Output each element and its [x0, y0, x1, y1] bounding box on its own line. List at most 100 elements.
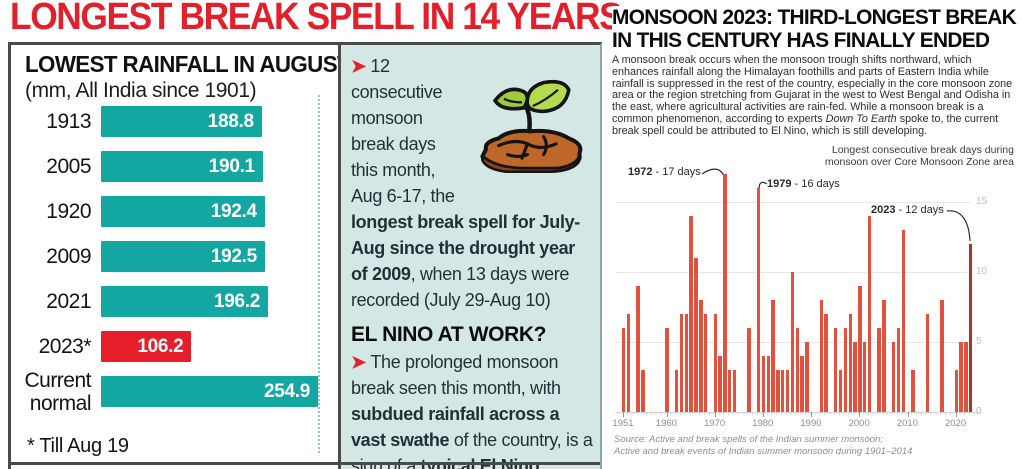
x-axis-tick-label: 2010	[896, 418, 918, 429]
source-line2: Active and break events of Indian summer…	[614, 445, 913, 457]
rainfall-row: 1913 188.8	[15, 99, 332, 144]
break-days-bar	[776, 370, 780, 412]
break-days-bar	[843, 328, 848, 412]
rainfall-bar: 192.4	[101, 196, 265, 227]
text-segment: spoke to, the current break spell could …	[612, 112, 999, 137]
chart-annotation: 1972 - 17 days	[628, 166, 701, 178]
break-days-bar	[925, 314, 930, 412]
annotation-days: - 17 days	[652, 166, 701, 178]
break-days-bar	[911, 370, 915, 412]
break-days-bar	[848, 314, 852, 412]
break-days-bar	[718, 356, 722, 412]
rainfall-value: 188.8	[207, 110, 254, 132]
x-axis-tick-label: 1960	[655, 418, 677, 429]
chart-subtitle-line2: monsoon over Core Monsoon Zone area	[824, 156, 1014, 168]
rainfall-bars: 1913 188.8 2005 190.1 1920 192.4 2009 192.5 2021…	[15, 99, 332, 415]
y-axis-tick-label: 0	[976, 406, 982, 417]
break-days-bar	[964, 342, 968, 412]
rainfall-bar: 188.8	[101, 106, 262, 137]
rainfall-value: 254.9	[263, 380, 310, 402]
break-days-bar	[766, 356, 770, 412]
break-days-bar	[834, 328, 838, 412]
chart-annotation: 2023 - 12 days	[871, 204, 944, 216]
break-days-bar	[790, 272, 795, 412]
rainfall-year-label: Current normal	[24, 368, 91, 415]
rainfall-bar: 190.1	[101, 151, 263, 182]
y-axis-tick-label: 15	[976, 196, 988, 207]
text-segment: ➤	[351, 56, 371, 76]
annotation-year: 1979	[767, 178, 792, 190]
x-axis-tick	[811, 412, 813, 417]
rainfall-year-label: 2009	[46, 245, 91, 268]
para1-richtext: ➤ 12 consecutive monsoon break days this…	[351, 56, 580, 310]
break-days-bar	[622, 328, 626, 412]
break-days-panel: ➤ 12 consecutive monsoon break days this…	[338, 45, 600, 469]
rainfall-value: 196.2	[213, 290, 261, 312]
x-axis-tick-label: 1980	[752, 418, 774, 429]
monsoon-2023-panel: MONSOON 2023: THIRD-LONGEST BREAK IN THI…	[612, 6, 1018, 469]
break-days-bar	[853, 342, 857, 412]
x-axis-tick	[623, 412, 625, 417]
break-days-bar	[838, 370, 843, 412]
break-days-bar	[940, 300, 944, 412]
x-axis-tick	[859, 412, 861, 417]
rainfall-row: Current normal 254.9	[15, 368, 332, 415]
rainfall-row: 2005 190.1	[15, 144, 332, 189]
break-days-bar	[703, 314, 708, 412]
break-days-bar	[901, 230, 905, 412]
break-days-bar	[723, 174, 727, 412]
annotation-year: 1972	[628, 166, 653, 178]
break-days-paragraph: ➤ 12 consecutive monsoon break days this…	[351, 53, 594, 313]
x-axis-minor-ticks	[622, 412, 972, 415]
right-chart-subtitle: Longest consecutive break days during mo…	[825, 144, 1014, 168]
break-days-chart: 0 5 10 15 1951 1960 1970 1980 1990 2000 2010 2020 19…	[612, 164, 994, 429]
x-axis-tick-label: 1970	[704, 418, 726, 429]
break-days-bar	[824, 314, 828, 412]
break-days-bar	[713, 314, 717, 412]
text-segment: ➤	[351, 352, 371, 372]
break-days-bar	[636, 286, 640, 412]
el-nino-paragraph: ➤ The prolonged monsoon break seen this …	[351, 349, 594, 469]
break-days-bar	[800, 356, 804, 412]
break-days-bar	[781, 370, 785, 412]
break-days-bar	[665, 328, 669, 412]
x-axis-tick	[955, 412, 957, 417]
box-bottom-border	[11, 462, 600, 465]
text-segment: The prolonged monsoon break seen this mo…	[351, 352, 561, 398]
left-chart-footnote: * Till Aug 19	[27, 435, 129, 457]
text-segment: 12 consecutive monsoon break days this m…	[351, 56, 455, 206]
right-title-line1: MONSOON 2023: THIRD-LONGEST BREAK	[612, 5, 1017, 29]
break-days-bar	[896, 328, 901, 412]
rainfall-bar: 254.9	[101, 376, 318, 407]
monsoon-break-paragraph: A monsoon break occurs when the monsoon …	[612, 54, 1014, 138]
break-days-bar	[675, 370, 679, 412]
break-days-bar	[728, 370, 732, 412]
x-axis-tick-label: 1990	[800, 418, 822, 429]
break-days-bar	[954, 370, 958, 412]
rainfall-row: 2009 192.5	[15, 234, 332, 279]
break-days-bar	[699, 300, 703, 412]
rainfall-value: 190.1	[208, 155, 255, 177]
x-axis-tick	[907, 412, 909, 417]
break-days-bar	[732, 370, 737, 412]
main-headline: LONGEST BREAK SPELL IN 14 YEARS	[10, 0, 623, 38]
annotation-days: - 16 days	[791, 178, 840, 190]
break-days-bar	[679, 314, 684, 412]
break-days-bar	[867, 216, 872, 412]
break-days-bar	[761, 356, 766, 412]
break-days-bar	[959, 342, 963, 412]
break-days-bar	[891, 342, 896, 412]
chart-subtitle-line1: Longest consecutive break days during	[831, 144, 1014, 156]
rainfall-year-label: 1913	[46, 110, 91, 133]
x-axis-tick	[762, 412, 764, 417]
rainfall-value: 192.4	[210, 200, 257, 222]
el-nino-heading: EL NINO AT WORK?	[351, 323, 547, 346]
lowest-rainfall-panel: LOWEST RAINFALL IN AUGUST (mm, All India…	[11, 45, 351, 469]
annotation-year: 2023	[871, 204, 896, 216]
source-line1: Source: Active and break spells of the I…	[614, 434, 883, 445]
break-days-bar	[805, 342, 809, 412]
text-segment: longest break spell for July-Aug since t…	[351, 212, 580, 284]
x-axis-tick	[666, 412, 668, 417]
rainfall-year-label: 2021	[46, 290, 91, 313]
